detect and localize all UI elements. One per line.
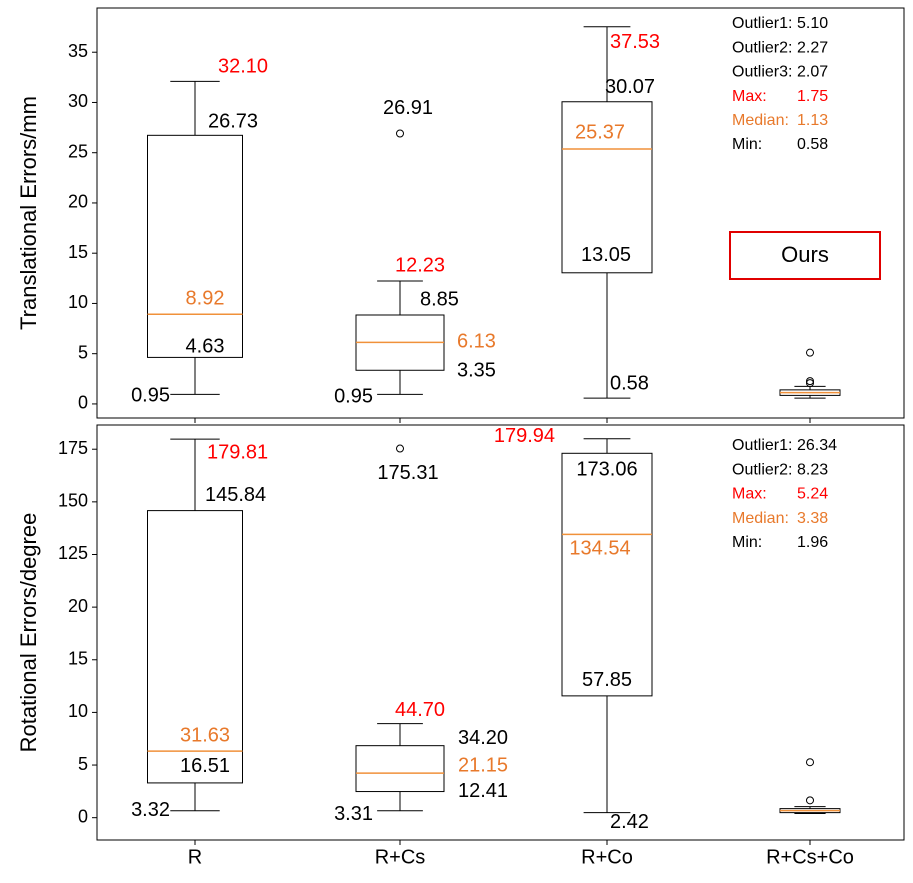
y-tick-label: 25 [68, 141, 88, 161]
value-label: 4.63 [186, 336, 225, 358]
value-label: 37.53 [610, 31, 660, 53]
stat-name: Min: [732, 534, 762, 551]
value-label: 3.32 [131, 799, 170, 821]
value-label: 32.10 [218, 56, 268, 78]
stat-value: 0.58 [797, 136, 828, 153]
value-label: 13.05 [581, 244, 631, 266]
value-label: 3.35 [457, 360, 496, 382]
value-label: 2.42 [610, 811, 649, 833]
stat-name: Max: [732, 88, 767, 105]
stat-name: Median: [732, 112, 789, 129]
x-tick-label: R+Co [581, 846, 633, 868]
x-tick-label: R+Cs [375, 846, 426, 868]
outlier [396, 129, 404, 138]
x-tick-label: R [188, 846, 202, 868]
stat-value: 1.96 [797, 534, 828, 551]
value-label: 26.73 [208, 111, 258, 133]
stat-value: 1.13 [797, 112, 828, 129]
y-tick-label: 35 [68, 41, 88, 61]
value-label: 31.63 [180, 724, 230, 746]
y-tick-label: 0 [78, 393, 88, 413]
plot-frame [96, 7, 905, 419]
stat-value: 8.23 [797, 461, 828, 478]
stat-name: Outlier1: [732, 437, 792, 454]
y-tick-label: 20 [68, 192, 88, 212]
y-tick-label: 175 [58, 438, 88, 458]
stat-name: Outlier1: [732, 15, 792, 32]
y-tick-label: 5 [78, 754, 88, 774]
box [147, 510, 243, 784]
value-label: 57.85 [582, 669, 632, 691]
y-axis-label: Translational Errors/mm [16, 96, 41, 330]
value-label: 34.20 [458, 727, 508, 749]
y-tick-label: 125 [58, 543, 88, 563]
stat-value: 3.38 [797, 510, 828, 527]
value-label: 12.23 [395, 254, 445, 276]
outlier [806, 348, 814, 357]
value-label: 26.91 [383, 97, 433, 119]
value-label: 175.31 [377, 462, 438, 484]
outlier [806, 379, 814, 388]
stat-value: 2.27 [797, 39, 828, 56]
value-label: 179.81 [207, 441, 268, 463]
value-label: 179.94 [494, 425, 555, 447]
y-tick-label: 10 [68, 292, 88, 312]
value-label: 44.70 [395, 699, 445, 721]
box [147, 134, 243, 358]
y-tick-label: 0 [78, 806, 88, 826]
x-tick-label: R+Cs+Co [766, 846, 854, 868]
y-tick-label: 30 [68, 91, 88, 111]
stat-name: Min: [732, 136, 762, 153]
value-label: 145.84 [205, 484, 266, 506]
box [561, 452, 653, 697]
stat-name: Median: [732, 510, 789, 527]
y-tick-label: 15 [68, 242, 88, 262]
box [355, 745, 445, 793]
value-label: 0.95 [131, 385, 170, 407]
value-label: 134.54 [569, 538, 630, 560]
value-label: 16.51 [180, 755, 230, 777]
value-label: 12.41 [458, 780, 508, 802]
stat-name: Max: [732, 486, 767, 503]
stat-value: 26.34 [797, 437, 837, 454]
box [561, 101, 653, 274]
y-axis-label: Rotational Errors/degree [16, 513, 41, 753]
plot-frame [96, 424, 905, 841]
stat-name: Outlier2: [732, 461, 792, 478]
y-tick-label: 15 [68, 649, 88, 669]
value-label: 8.85 [420, 288, 459, 310]
value-label: 0.95 [334, 386, 373, 408]
value-label: 8.92 [186, 288, 225, 310]
stat-value: 2.07 [797, 64, 828, 81]
value-label: 173.06 [576, 459, 637, 481]
value-label: 3.31 [334, 803, 373, 825]
outlier [806, 758, 814, 767]
stat-name: Outlier2: [732, 39, 792, 56]
value-label: 6.13 [457, 331, 496, 353]
stat-value: 5.24 [797, 486, 828, 503]
stat-value: 1.75 [797, 88, 828, 105]
outlier [396, 444, 404, 453]
outlier [806, 796, 814, 805]
y-tick-label: 20 [68, 596, 88, 616]
stat-name: Outlier3: [732, 64, 792, 81]
stat-value: 5.10 [797, 15, 828, 32]
value-label: 0.58 [610, 372, 649, 394]
y-tick-label: 150 [58, 491, 88, 511]
value-label: 25.37 [575, 121, 625, 143]
value-label: 21.15 [458, 754, 508, 776]
y-tick-label: 10 [68, 701, 88, 721]
y-tick-label: 5 [78, 342, 88, 362]
value-label: 30.07 [605, 76, 655, 98]
annotation: Ours [781, 242, 829, 267]
outlier [806, 377, 814, 386]
annotation-box [729, 231, 881, 280]
